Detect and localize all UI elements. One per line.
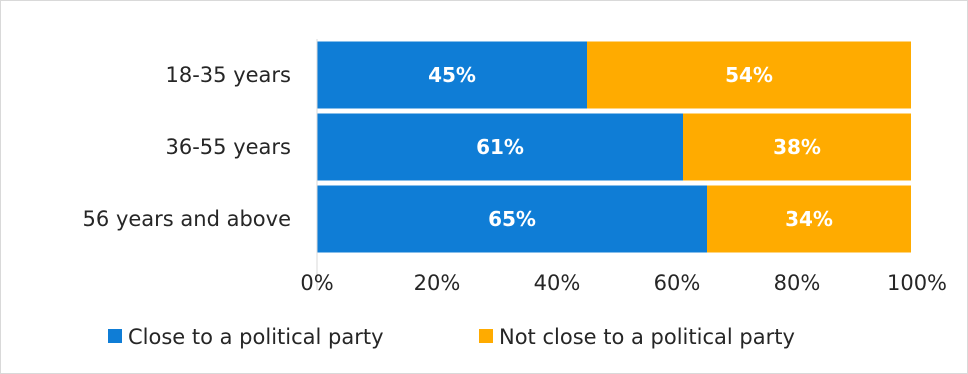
legend-swatch-close [108, 329, 122, 343]
data-label-close-3: 65% [488, 207, 536, 231]
legend-label-not-close: Not close to a political party [499, 325, 795, 349]
category-labels: 18-35 years 36-55 years 56 years and above [83, 63, 291, 231]
legend-label-close: Close to a political party [128, 325, 384, 349]
bars-layer [317, 41, 911, 253]
x-tick-label: 100% [887, 271, 947, 295]
bar-close-1 [317, 41, 587, 109]
data-label-not-close-1: 54% [725, 63, 773, 87]
legend-swatch-not-close [479, 329, 493, 343]
x-tick-label: 40% [534, 271, 581, 295]
x-tick-label: 60% [654, 271, 701, 295]
bar-not-close-3 [707, 185, 911, 253]
x-tick-label: 80% [774, 271, 821, 295]
bar-close-3 [317, 185, 707, 253]
data-label-close-1: 45% [428, 63, 476, 87]
data-label-not-close-3: 34% [785, 207, 833, 231]
category-label: 36-55 years [166, 135, 292, 159]
x-axis-tick-labels: 0% 20% 40% 60% 80% 100% [300, 271, 947, 295]
data-label-not-close-2: 38% [773, 135, 821, 159]
x-tick-label: 0% [300, 271, 333, 295]
legend: Close to a political party Not close to a… [108, 325, 795, 349]
bar-close-2 [317, 113, 683, 181]
bar-not-close-2 [683, 113, 911, 181]
category-label: 18-35 years [166, 63, 292, 87]
data-label-close-2: 61% [476, 135, 524, 159]
bar-not-close-1 [587, 41, 911, 109]
x-tick-label: 20% [414, 271, 461, 295]
data-labels: 45% 54% 61% 38% 65% 34% [428, 63, 833, 231]
category-label: 56 years and above [83, 207, 291, 231]
